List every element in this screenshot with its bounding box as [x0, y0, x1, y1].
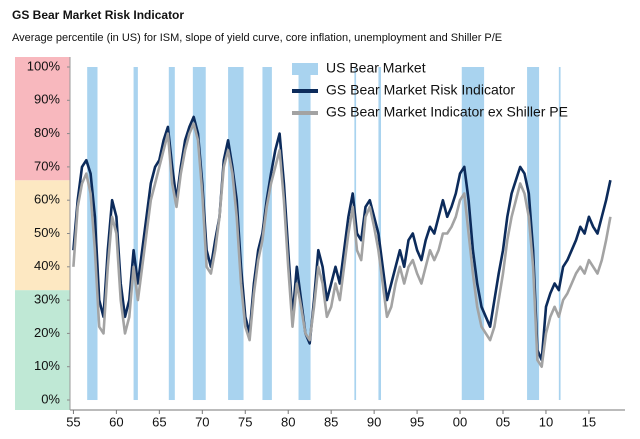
y-tick-label: 30% [34, 292, 60, 307]
x-tick-label: 05 [496, 414, 510, 429]
x-tick-label: 90 [367, 414, 381, 429]
y-tick-label: 0% [41, 391, 60, 406]
chart-subtitle: Average percentile (in US) for ISM, slop… [12, 32, 502, 44]
y-tick-label: 80% [34, 125, 60, 140]
x-tick-label: 65 [152, 414, 166, 429]
y-tick-label: 40% [34, 258, 60, 273]
legend-label: US Bear Market [326, 60, 426, 76]
y-tick-label: 10% [34, 358, 60, 373]
y-tick-label: 90% [34, 92, 60, 107]
y-tick-label: 60% [34, 192, 60, 207]
series-line [72, 115, 612, 362]
bear-market-bar [298, 67, 311, 401]
x-tick-label: 60 [109, 414, 123, 429]
y-tick-label: 50% [34, 225, 60, 240]
x-tick-label: 95 [410, 414, 424, 429]
x-tick-label: 80 [281, 414, 295, 429]
legend-label: GS Bear Market Risk Indicator [326, 82, 515, 98]
x-tick-label: 70 [195, 414, 209, 429]
bear-market-bar [133, 67, 138, 401]
y-tick-label: 100% [27, 58, 61, 73]
zone [15, 57, 70, 181]
legend-label: GS Bear Market Indicator ex Shiller PE [326, 104, 568, 120]
zone [15, 180, 70, 291]
bear-market-bar [168, 67, 175, 401]
legend-swatch [292, 63, 318, 75]
x-tick-label: 85 [324, 414, 338, 429]
x-tick-label: 55 [66, 414, 80, 429]
zone [15, 290, 70, 410]
x-tick-label: 10 [539, 414, 553, 429]
bear-market-bar [558, 67, 561, 401]
bear-market-bar [192, 67, 206, 401]
x-tick-label: 75 [238, 414, 252, 429]
y-tick-label: 70% [34, 158, 60, 173]
bear-market-bar [228, 67, 244, 401]
chart-title: GS Bear Market Risk Indicator [12, 8, 184, 22]
y-tick-label: 20% [34, 325, 60, 340]
x-tick-label: 00 [453, 414, 467, 429]
x-tick-label: 15 [582, 414, 596, 429]
series-line [72, 122, 612, 368]
bear-market-bar [262, 67, 272, 401]
bear-market-bar [378, 67, 382, 401]
